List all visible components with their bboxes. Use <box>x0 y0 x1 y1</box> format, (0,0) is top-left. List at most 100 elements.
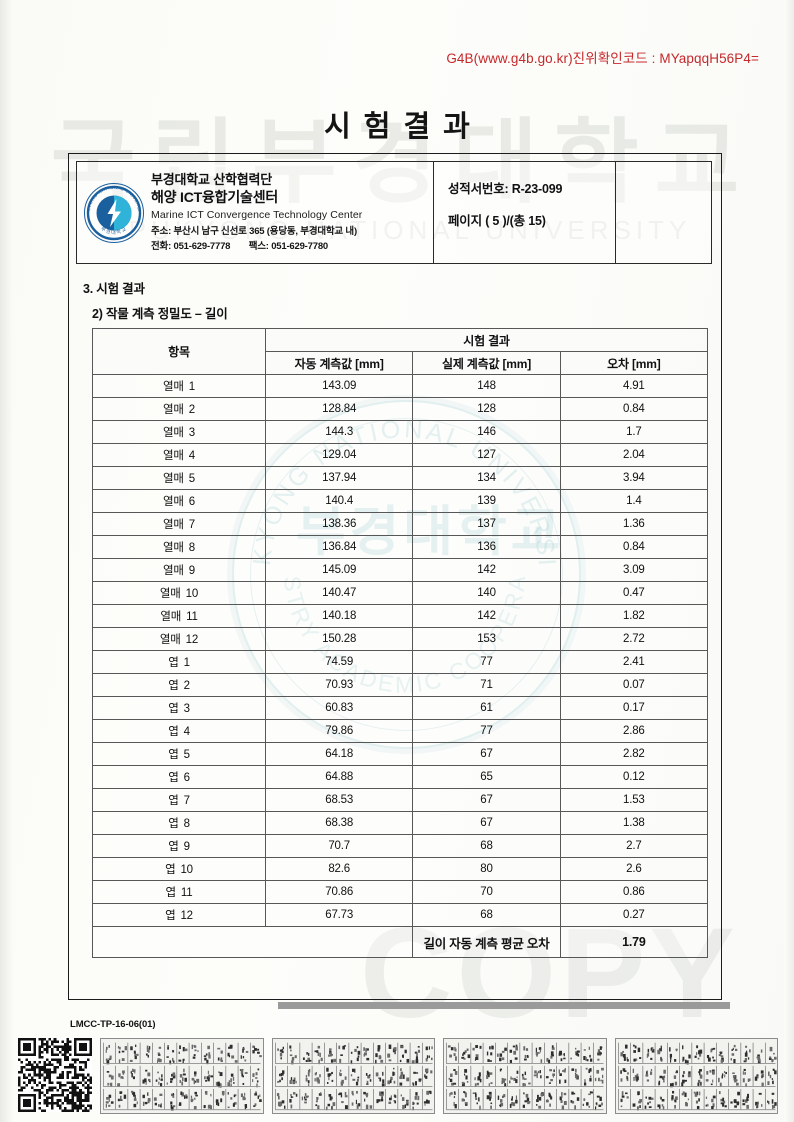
table-row: 엽 9 70.7 68 2.7 <box>92 834 709 858</box>
cell-auto: 145.09 <box>264 558 414 582</box>
table-row: 열매 8 136.84 136 0.84 <box>92 535 709 559</box>
report-number-label: 성적서번호: <box>448 182 509 196</box>
cell-actual: 77 <box>412 719 561 743</box>
measurement-results-table: 항목 시험 결과 자동 계측값 [mm] 실제 계측값 [mm] 오차 [mm]… <box>91 328 709 958</box>
item-name: 엽 <box>168 680 179 692</box>
table-body: 열매 1 143.09 148 4.91 열매 2 128.84 128 0.84 열매 3 144.3… <box>91 374 709 958</box>
cell-actual: 127 <box>412 443 561 467</box>
org-line-2: 해양 ICT융합기술센터 <box>151 189 279 206</box>
table-row: 열매 12 150.28 153 2.72 <box>92 627 709 651</box>
item-name: 열매 <box>160 611 182 623</box>
page-number-line: 페이지 ( 5 )/(총 15) <box>448 210 615 229</box>
item-index: 12 <box>185 634 199 646</box>
table-row: 열매 11 140.18 142 1.82 <box>92 604 709 628</box>
cell-item: 열매 1 <box>92 374 266 398</box>
cell-actual: 67 <box>412 788 561 812</box>
org-tel-value: 051-629-7778 <box>173 240 231 252</box>
svg-text:부경대학교: 부경대학교 <box>99 225 128 235</box>
item-index: 8 <box>188 542 195 554</box>
item-name: 열매 <box>163 496 184 508</box>
cell-auto: 68.38 <box>264 811 414 835</box>
org-fax-label: 팩스: <box>248 240 269 252</box>
item-index: 10 <box>185 588 199 600</box>
summary-label: 길이 자동 계측 평균 오차 <box>412 926 561 958</box>
col-header-group: 시험 결과 <box>265 328 708 352</box>
cell-auto: 140.18 <box>264 604 414 628</box>
cell-auto: 143.09 <box>264 374 414 398</box>
item-index: 10 <box>180 864 193 876</box>
cell-actual: 136 <box>412 535 561 559</box>
cell-error: 1.82 <box>559 604 709 628</box>
cell-auto: 70.7 <box>264 834 414 858</box>
item-name: 열매 <box>163 381 184 393</box>
cell-error: 0.17 <box>559 696 709 720</box>
cell-error: 1.7 <box>559 420 709 444</box>
qr-code <box>18 1038 92 1112</box>
item-index: 7 <box>188 519 195 531</box>
cell-error: 4.91 <box>559 374 709 398</box>
item-name: 열매 <box>163 565 184 577</box>
cell-actual: 146 <box>412 420 561 444</box>
cell-auto: 140.47 <box>264 581 414 605</box>
table-row: 엽 8 68.38 67 1.38 <box>92 811 709 835</box>
cell-auto: 79.86 <box>264 719 414 743</box>
col-header-actual: 실제 계측값 [mm] <box>412 351 561 375</box>
cell-actual: 153 <box>412 627 561 651</box>
item-index: 2 <box>183 680 190 692</box>
cell-auto: 150.28 <box>264 627 414 651</box>
cell-auto: 140.4 <box>264 489 414 513</box>
cell-actual: 61 <box>412 696 561 720</box>
item-index: 1 <box>183 657 190 669</box>
cell-item: 엽 10 <box>92 857 266 881</box>
cell-error: 0.84 <box>559 397 709 421</box>
item-index: 9 <box>183 841 190 853</box>
cell-item: 열매 8 <box>92 535 266 559</box>
cell-auto: 128.84 <box>264 397 414 421</box>
item-index: 6 <box>183 772 190 784</box>
org-english-name: Marine ICT Convergence Technology Center <box>151 209 363 222</box>
item-index: 11 <box>180 887 193 899</box>
cell-actual: 139 <box>412 489 561 513</box>
table-row: 엽 11 70.86 70 0.86 <box>92 880 709 904</box>
org-contact: 전화: 051-629-7778 팩스: 051-629-7780 <box>151 241 362 253</box>
cell-auto: 67.73 <box>264 903 414 927</box>
table-row: 열매 7 138.36 137 1.36 <box>92 512 709 536</box>
item-name: 엽 <box>168 657 179 669</box>
cell-actual: 148 <box>412 374 561 398</box>
cell-actual: 80 <box>412 857 561 881</box>
item-name: 엽 <box>165 910 176 922</box>
cell-item: 열매 6 <box>92 489 266 513</box>
item-index: 2 <box>188 404 195 416</box>
cell-item: 엽 11 <box>92 880 266 904</box>
table-row: 열매 5 137.94 134 3.94 <box>92 466 709 490</box>
item-index: 12 <box>180 910 193 922</box>
cell-actual: 140 <box>412 581 561 605</box>
cell-item: 열매 7 <box>92 512 266 536</box>
cell-actual: 65 <box>412 765 561 789</box>
item-name: 열매 <box>163 519 184 531</box>
org-info: 부경대학교 산학협력단 해양 ICT융합기술센터 Marine ICT Conv… <box>151 172 362 253</box>
cell-actual: 142 <box>412 604 561 628</box>
cell-actual: 71 <box>412 673 561 697</box>
cell-error: 0.12 <box>559 765 709 789</box>
item-name: 엽 <box>168 749 179 761</box>
item-index: 5 <box>188 473 195 485</box>
cell-error: 0.27 <box>559 903 709 927</box>
document-header: PUKYONG NATIONAL UNIVERSITY 부경대학교 부경대학교 … <box>76 161 712 264</box>
datamatrix-block-4 <box>614 1038 778 1114</box>
cell-auto: 68.53 <box>264 788 414 812</box>
cell-actual: 68 <box>412 903 561 927</box>
footer-barcode-strip <box>18 1038 778 1116</box>
item-name: 열매 <box>159 634 181 646</box>
cell-item: 엽 12 <box>92 903 266 927</box>
org-address: 주소: 부산시 남구 신선로 365 (용당동, 부경대학교 내) <box>151 225 357 237</box>
table-row: 엽 4 79.86 77 2.86 <box>92 719 709 743</box>
cell-auto: 137.94 <box>264 466 414 490</box>
item-name: 열매 <box>163 450 184 462</box>
table-row: 엽 5 64.18 67 2.82 <box>92 742 709 766</box>
table-row: 엽 3 60.83 61 0.17 <box>92 696 709 720</box>
